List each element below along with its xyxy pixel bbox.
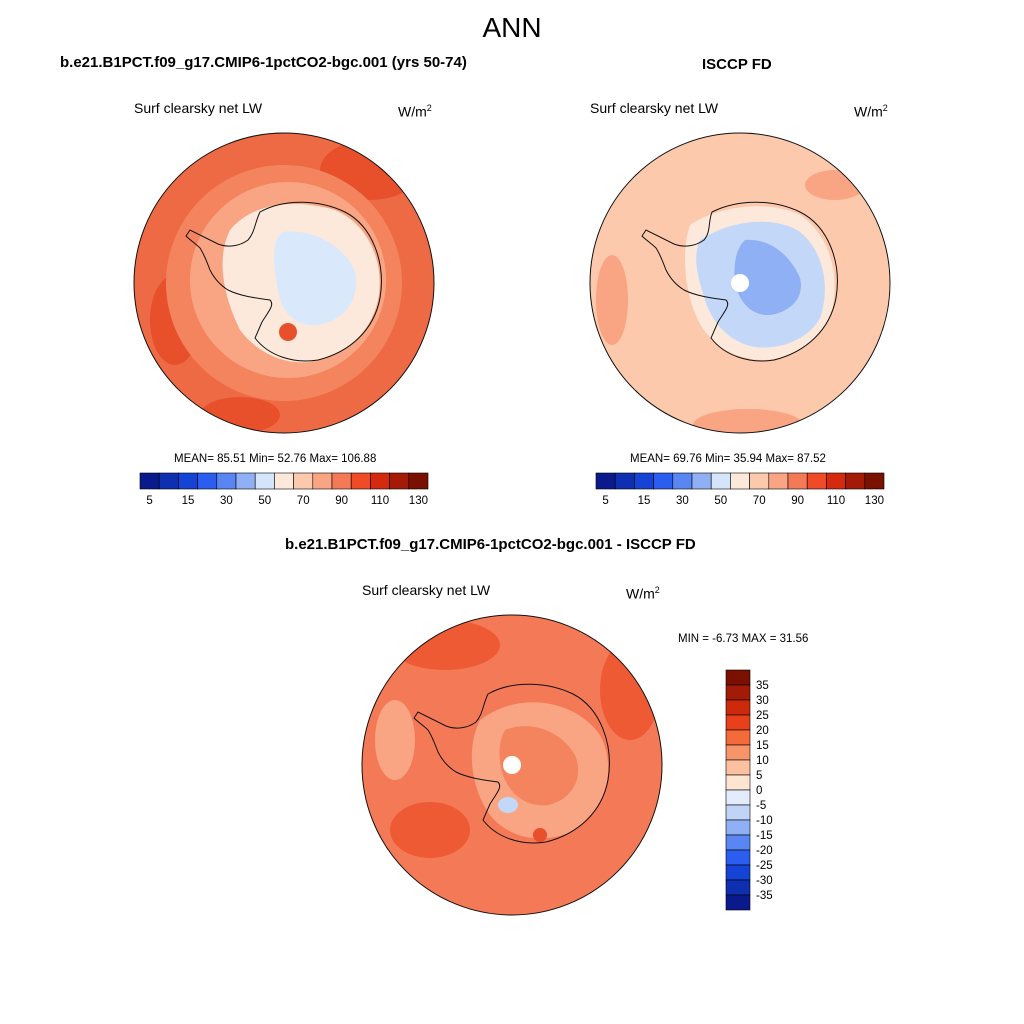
colorbar-swatch: [216, 472, 237, 490]
colorbar-swatch: [312, 472, 333, 490]
colorbar-tick-label: 30: [756, 695, 769, 707]
colorbar-tick-label: -20: [756, 845, 773, 857]
diff-polar-map: [361, 614, 663, 916]
diff-variable-label: Surf clearsky net LW: [362, 582, 491, 598]
colorbar-tick-label: -5: [756, 800, 766, 812]
colorbar-swatch: [725, 774, 751, 791]
colorbar-swatch: [725, 879, 751, 896]
colorbar-swatch: [634, 472, 654, 490]
colorbar-tick-label: 90: [335, 495, 348, 507]
colorbar-swatch: [845, 472, 866, 490]
colorbar-swatch: [350, 472, 371, 490]
model-colorbar: 5 15 30 50 70 90 110 130: [139, 472, 429, 507]
colorbar-swatch: [293, 472, 314, 490]
colorbar-tick-label: 15: [182, 495, 195, 507]
colorbar-swatch: [725, 714, 751, 731]
colorbar-tick-label: 30: [676, 495, 689, 507]
colorbar-swatch: [787, 472, 808, 490]
colorbar-tick-label: -15: [756, 830, 773, 842]
colorbar-tick-label: 25: [756, 710, 769, 722]
obs-stats: MEAN= 69.76 Min= 35.94 Max= 87.52: [630, 453, 826, 465]
colorbar-swatch: [806, 472, 827, 490]
colorbar-tick-label: 5: [602, 495, 608, 507]
colorbar-swatch: [710, 472, 731, 490]
obs-units-label: W/m2: [854, 103, 888, 120]
colorbar-tick-label: 0: [756, 785, 762, 797]
colorbar-tick-label: 130: [865, 495, 884, 507]
colorbar-swatch: [725, 699, 751, 716]
colorbar-swatch: [725, 684, 751, 701]
model-case-title: b.e21.B1PCT.f09_g17.CMIP6-1pctCO2-bgc.00…: [60, 54, 467, 71]
diff-colorbar: 35 30 25 20 15 10 5 0 -5 -10 -15 -20 -25 -30 -35: [725, 669, 773, 911]
colorbar-swatch: [331, 472, 352, 490]
colorbar-tick-label: 90: [791, 495, 804, 507]
model-stats: MEAN= 85.51 Min= 52.76 Max= 106.88: [174, 453, 377, 465]
colorbar-swatch: [139, 472, 160, 490]
colorbar-swatch: [768, 472, 789, 490]
model-variable-label: Surf clearsky net LW: [134, 100, 263, 116]
colorbar-swatch: [725, 819, 751, 836]
colorbar-swatch: [725, 834, 751, 851]
colorbar-swatch: [725, 804, 751, 821]
colorbar-swatch: [595, 472, 616, 490]
colorbar-tick-label: 15: [638, 495, 651, 507]
colorbar-swatch: [653, 472, 674, 490]
colorbar-tick-label: -25: [756, 860, 773, 872]
colorbar-tick-label: 110: [371, 495, 389, 507]
colorbar-tick-label: 20: [756, 725, 769, 737]
colorbar-swatch: [864, 472, 885, 490]
colorbar-swatch: [725, 864, 751, 881]
colorbar-swatch: [178, 472, 198, 490]
colorbar-swatch: [389, 472, 410, 490]
colorbar-tick-label: -30: [756, 875, 773, 887]
colorbar-tick-label: 70: [753, 495, 766, 507]
colorbar-swatch: [826, 472, 846, 490]
colorbar-tick-label: 130: [409, 495, 428, 507]
colorbar-swatch: [408, 472, 429, 490]
colorbar-tick-label: 50: [714, 495, 727, 507]
colorbar-swatch: [158, 472, 179, 490]
model-units-label: W/m2: [398, 103, 432, 120]
obs-case-title: ISCCP FD: [702, 56, 772, 73]
colorbar-tick-label: 70: [297, 495, 310, 507]
colorbar-tick-label: -10: [756, 815, 773, 827]
colorbar-swatch: [749, 472, 770, 490]
colorbar-swatch: [197, 472, 218, 490]
colorbar-tick-label: 5: [756, 770, 762, 782]
colorbar-tick-label: 30: [220, 495, 233, 507]
diff-case-title: b.e21.B1PCT.f09_g17.CMIP6-1pctCO2-bgc.00…: [285, 536, 696, 553]
colorbar-swatch: [370, 472, 390, 490]
colorbar-swatch: [725, 744, 751, 761]
figure-title: ANN: [482, 12, 542, 43]
colorbar-swatch: [274, 472, 294, 490]
obs-polar-map: [589, 132, 891, 434]
colorbar-swatch: [725, 759, 751, 776]
colorbar-swatch: [235, 472, 256, 490]
colorbar-tick-label: -35: [756, 890, 773, 902]
colorbar-swatch: [614, 472, 635, 490]
diff-stats: MIN = -6.73 MAX = 31.56: [678, 633, 809, 645]
colorbar-swatch: [730, 472, 750, 490]
obs-colorbar: 5 15 30 50 70 90 110 130: [595, 472, 885, 507]
colorbar-swatch: [254, 472, 275, 490]
colorbar-swatch: [691, 472, 712, 490]
colorbar-tick-label: 15: [756, 740, 769, 752]
diff-units-label: W/m2: [626, 585, 660, 602]
colorbar-tick-label: 35: [756, 680, 769, 692]
model-polar-map: [133, 132, 435, 434]
colorbar-tick-label: 5: [146, 495, 152, 507]
colorbar-swatch: [725, 894, 751, 911]
colorbar-swatch: [672, 472, 693, 490]
colorbar-tick-label: 10: [756, 755, 769, 767]
obs-variable-label: Surf clearsky net LW: [590, 100, 719, 116]
colorbar-swatch: [725, 729, 751, 746]
colorbar-tick-label: 110: [827, 495, 845, 507]
colorbar-swatch: [725, 789, 751, 806]
colorbar-tick-label: 50: [258, 495, 271, 507]
colorbar-swatch: [725, 849, 751, 866]
colorbar-swatch: [725, 669, 751, 686]
